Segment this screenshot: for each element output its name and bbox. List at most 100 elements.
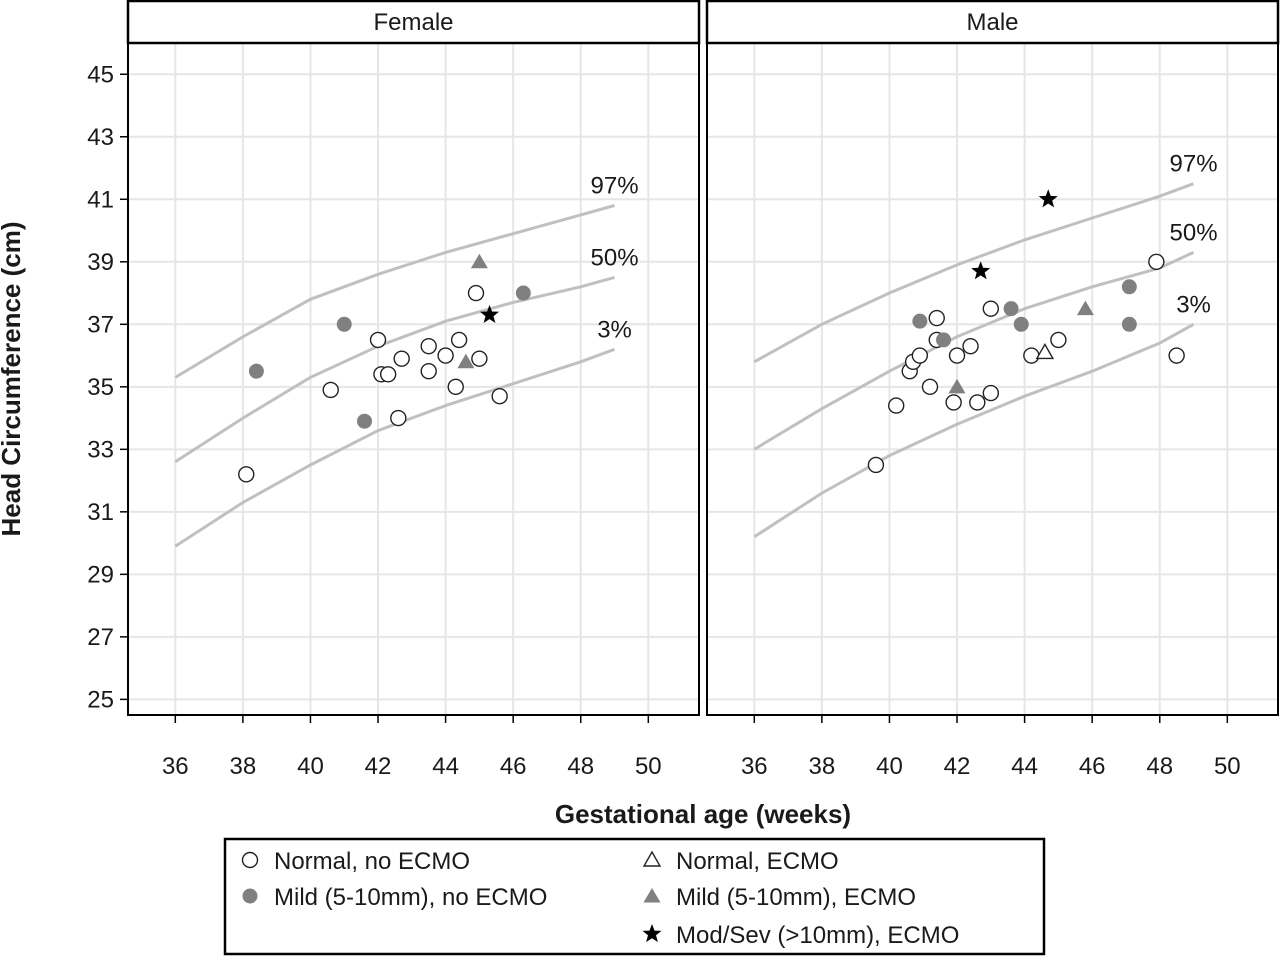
percentile-curve xyxy=(174,275,615,464)
percentile-label: 50% xyxy=(591,244,639,271)
percentile-label: 3% xyxy=(597,316,632,343)
percentile-curve xyxy=(174,204,615,379)
legend-label: Mild (5-10mm), ECMO xyxy=(676,884,916,911)
data-point-normal-no-ecmo xyxy=(238,466,255,483)
data-point-normal-no-ecmo xyxy=(911,347,929,364)
data-point-normal-no-ecmo xyxy=(1148,253,1165,270)
facet-strip-title: Female xyxy=(373,9,453,36)
x-tick-label: 40 xyxy=(297,753,324,780)
data-point-normal-no-ecmo xyxy=(982,300,1000,317)
percentile-label: 3% xyxy=(1176,291,1211,318)
x-tick-label: 38 xyxy=(809,753,836,780)
data-point-normal-no-ecmo xyxy=(921,378,939,396)
data-point-normal-no-ecmo xyxy=(322,381,339,399)
x-tick-label: 50 xyxy=(1214,753,1241,780)
data-point-normal-no-ecmo xyxy=(467,284,485,302)
data-point-normal-ecmo xyxy=(1035,343,1055,360)
percentile-curve xyxy=(753,182,1195,364)
legend-marker-normal-ecmo xyxy=(642,850,662,867)
data-point-normal-no-ecmo xyxy=(945,394,962,411)
percentile-label: 97% xyxy=(1170,151,1218,178)
y-tick-label: 29 xyxy=(87,561,114,588)
x-tick-label: 42 xyxy=(365,753,392,780)
plot-panel-background xyxy=(707,43,1278,715)
data-point-normal-no-ecmo xyxy=(948,347,966,364)
x-tick-label: 48 xyxy=(567,753,594,780)
y-tick-label: 33 xyxy=(87,436,114,463)
percentile-label: 97% xyxy=(591,173,639,200)
data-point-normal-no-ecmo xyxy=(450,331,468,349)
facet-strip xyxy=(705,0,1280,45)
data-point-mild-no-ecmo xyxy=(1013,316,1029,332)
data-point-normal-no-ecmo xyxy=(369,331,387,349)
legend-marker-normal-no-ecmo xyxy=(241,851,259,869)
data-point-mild-ecmo xyxy=(948,378,966,394)
x-tick-label: 46 xyxy=(1079,753,1106,780)
y-tick-label: 39 xyxy=(87,249,114,276)
data-point-normal-no-ecmo xyxy=(447,378,464,396)
data-point-normal-no-ecmo xyxy=(420,337,437,355)
y-tick-label: 35 xyxy=(87,374,114,401)
x-tick-label: 48 xyxy=(1146,753,1173,780)
percentile-curve xyxy=(753,251,1195,451)
y-tick-label: 25 xyxy=(87,686,114,713)
data-point-normal-no-ecmo xyxy=(471,350,488,367)
x-tick-label: 38 xyxy=(230,753,257,780)
data-point-severe-ecmo xyxy=(1038,189,1058,208)
data-point-mild-no-ecmo xyxy=(336,316,352,332)
data-point-normal-no-ecmo xyxy=(420,362,437,380)
x-tick-label: 36 xyxy=(741,753,768,780)
data-point-normal-no-ecmo xyxy=(379,366,397,383)
x-tick-label: 42 xyxy=(944,753,971,780)
y-tick-label: 45 xyxy=(87,61,114,88)
data-point-normal-no-ecmo xyxy=(1023,347,1040,364)
x-tick-label: 44 xyxy=(432,753,459,780)
data-point-mild-no-ecmo xyxy=(1121,279,1137,295)
data-point-normal-no-ecmo xyxy=(928,309,945,327)
data-point-mild-no-ecmo xyxy=(357,413,373,429)
data-point-normal-no-ecmo xyxy=(491,387,508,405)
legend-marker-severe-ecmo xyxy=(642,924,662,943)
legend-label: Normal, no ECMO xyxy=(274,848,470,875)
data-point-normal-no-ecmo xyxy=(969,394,986,411)
y-tick-label: 31 xyxy=(87,499,114,526)
y-axis-title: Head Circumference (cm) xyxy=(0,222,26,537)
x-tick-label: 50 xyxy=(635,753,662,780)
data-point-severe-ecmo xyxy=(480,304,499,323)
y-tick-label: 41 xyxy=(87,186,114,213)
data-point-mild-no-ecmo xyxy=(912,313,928,329)
data-point-normal-no-ecmo xyxy=(1050,331,1067,349)
x-tick-label: 46 xyxy=(500,753,527,780)
y-tick-label: 43 xyxy=(87,124,114,151)
data-point-normal-no-ecmo xyxy=(962,337,979,355)
legend-marker-mild-no-ecmo xyxy=(242,888,258,904)
legend-box xyxy=(223,837,1046,956)
x-tick-label: 36 xyxy=(162,753,189,780)
data-point-normal-no-ecmo xyxy=(390,409,407,427)
data-point-severe-ecmo xyxy=(971,261,991,280)
data-point-normal-no-ecmo xyxy=(393,350,410,367)
data-point-mild-no-ecmo xyxy=(248,363,264,379)
legend-label: Normal, ECMO xyxy=(676,848,839,875)
percentile-curve xyxy=(174,347,616,548)
y-tick-label: 37 xyxy=(87,311,114,338)
x-tick-label: 40 xyxy=(876,753,903,780)
data-point-normal-no-ecmo xyxy=(982,384,1000,402)
data-point-mild-no-ecmo xyxy=(515,285,531,301)
plot-panel-background xyxy=(128,43,699,715)
data-point-mild-no-ecmo xyxy=(936,332,952,348)
data-point-mild-ecmo xyxy=(470,253,488,269)
data-point-normal-no-ecmo xyxy=(867,456,885,474)
data-point-mild-ecmo xyxy=(1076,300,1094,316)
legend-marker-mild-ecmo xyxy=(643,888,661,903)
data-point-mild-no-ecmo xyxy=(1003,301,1019,317)
data-point-mild-ecmo xyxy=(457,353,475,369)
legend-label: Mod/Sev (>10mm), ECMO xyxy=(676,922,959,949)
facet-strip-title: Male xyxy=(966,9,1018,36)
x-tick-label: 44 xyxy=(1011,753,1038,780)
y-tick-label: 27 xyxy=(87,624,114,651)
data-point-mild-no-ecmo xyxy=(1121,316,1137,332)
percentile-curve xyxy=(753,322,1195,539)
x-axis-title: Gestational age (weeks) xyxy=(555,799,851,829)
